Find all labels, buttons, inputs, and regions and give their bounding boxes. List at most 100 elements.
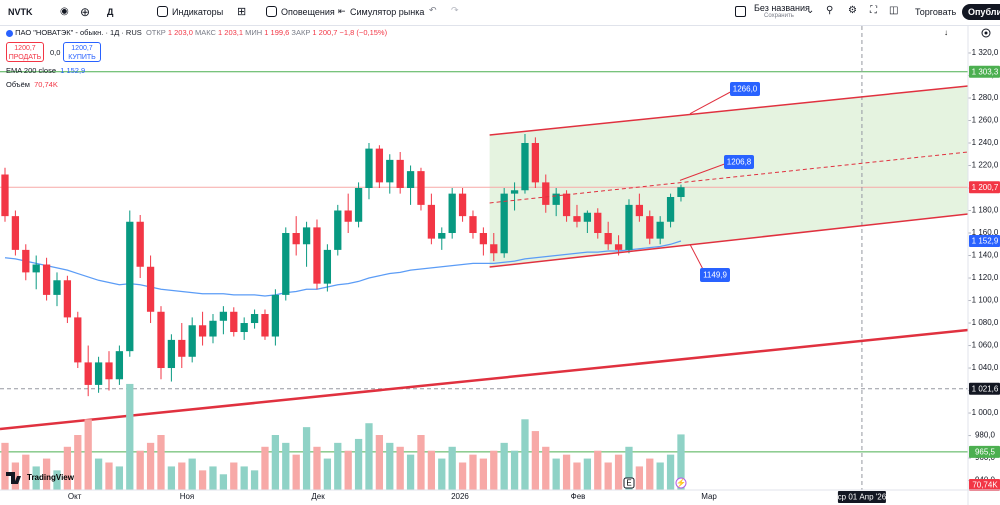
menu-icon[interactable]: ⌄	[806, 5, 815, 16]
alerts[interactable]: Оповещения	[281, 7, 335, 17]
volume-bar	[22, 454, 30, 490]
volume-bar	[677, 434, 685, 490]
callout-connector	[679, 161, 731, 181]
callout-box	[730, 82, 760, 96]
y-tick-label: 1 280,0	[972, 93, 999, 102]
volume-bar	[334, 442, 342, 490]
volume-bar	[136, 450, 144, 490]
layout-checkbox[interactable]	[735, 6, 746, 17]
events-badge-text: E	[626, 479, 631, 488]
candle-body	[323, 249, 332, 284]
fullscreen-icon[interactable]: ⛶	[870, 5, 877, 16]
snapshot-icon[interactable]: ◫	[889, 5, 899, 16]
settings-icon[interactable]: ⚙	[848, 5, 857, 16]
trade-button[interactable]: Торговать	[915, 7, 957, 17]
volume-bar	[42, 458, 51, 490]
candle-body	[334, 210, 342, 250]
volume-bar	[614, 454, 623, 490]
buy-button[interactable]: 1200,7 КУПИТЬ	[63, 42, 101, 62]
volume-bar	[666, 454, 675, 490]
volume-bar	[261, 446, 269, 490]
crosshair-date-label: ср 01 Апр '26	[838, 493, 887, 502]
candle-body	[417, 171, 425, 205]
layout-name[interactable]: Без названия	[754, 3, 810, 13]
channel-lower	[489, 213, 969, 268]
x-tick-label: 2026	[451, 492, 469, 501]
candle-body	[53, 280, 61, 295]
candle-body	[302, 227, 311, 245]
volume-bar	[302, 427, 311, 490]
volume-bar	[427, 450, 436, 490]
volume-bar	[625, 446, 633, 490]
ema-value: 1 152,9	[60, 66, 86, 75]
volume-bar	[438, 458, 446, 490]
volume-bar	[469, 454, 477, 490]
publish-button[interactable]: Опубликовать	[962, 4, 1000, 20]
replay-icon: ⇤	[338, 6, 346, 16]
volume-bar	[521, 419, 529, 490]
callout-box	[724, 155, 754, 169]
volume-legend: Объём 70,74K	[6, 80, 58, 89]
volume-bar	[178, 462, 186, 490]
candle-body	[469, 216, 477, 234]
symbol-icon	[6, 29, 13, 37]
candle-body	[604, 233, 612, 245]
callout-label: 1149,9	[703, 271, 727, 280]
volume-bar	[230, 462, 238, 490]
templates-icon[interactable]: ⊞	[237, 6, 247, 18]
replay[interactable]: Симулятор рынка	[350, 7, 425, 17]
eye-icon[interactable]: ◉	[60, 6, 69, 17]
sell-button[interactable]: 1200,7 ПРОДАТЬ	[6, 42, 44, 62]
price-tag	[969, 65, 1000, 78]
candle-body	[167, 339, 176, 369]
lightning-icon[interactable]	[675, 477, 687, 489]
search-icon[interactable]: ⚲	[826, 5, 834, 16]
volume-bar	[84, 419, 92, 490]
volume-bar	[365, 423, 373, 490]
low-label: МИН	[245, 28, 263, 37]
candle-body	[448, 193, 456, 234]
volume-bar	[313, 446, 321, 490]
interval[interactable]: Д	[107, 7, 114, 17]
volume-bar	[188, 458, 196, 490]
candle-body	[510, 190, 519, 194]
candle-body	[63, 280, 72, 318]
candle-body	[146, 266, 155, 312]
candle-body	[458, 193, 467, 217]
volume-bar	[562, 454, 571, 490]
x-tick-label: Фев	[571, 492, 586, 501]
candle-body	[84, 362, 92, 385]
add-icon[interactable]: ⊕	[80, 5, 91, 19]
redo[interactable]: ↷	[451, 5, 459, 15]
sell-label: ПРОДАТЬ	[8, 54, 42, 61]
price-tag-label: 965,5	[975, 447, 996, 456]
events-badge[interactable]	[623, 477, 635, 489]
candle-body	[74, 317, 82, 363]
candle-body	[22, 249, 30, 273]
x-tick-label: Окт	[68, 492, 82, 501]
volume-bar	[167, 466, 176, 490]
ema-label: EMA 200 close	[6, 66, 57, 75]
change-value: −1,8 (−0,15%)	[339, 28, 388, 37]
alerts-icon	[266, 6, 277, 17]
volume-bar	[448, 446, 456, 490]
candle-body	[250, 314, 259, 324]
symbol[interactable]: NVTK	[8, 7, 33, 17]
channel-upper	[489, 85, 969, 136]
y-tick-label: 1 180,0	[972, 206, 999, 215]
candle-body	[427, 204, 436, 239]
volume-bar	[11, 462, 20, 490]
x-tick-label: Мар	[701, 492, 717, 501]
candle-body	[157, 311, 165, 369]
undo[interactable]: ↶	[429, 5, 437, 15]
indicators-icon	[157, 6, 168, 17]
candle-body	[219, 311, 228, 321]
settings-icon[interactable]	[981, 28, 991, 38]
candle-body	[178, 339, 186, 357]
price-tag-label: 1 303,3	[972, 67, 999, 76]
y-tick-label: 1 320,0	[972, 48, 999, 57]
volume-bar	[386, 442, 394, 490]
indicators[interactable]: Индикаторы	[172, 7, 224, 17]
y-tick-label: 1 260,0	[972, 116, 999, 125]
